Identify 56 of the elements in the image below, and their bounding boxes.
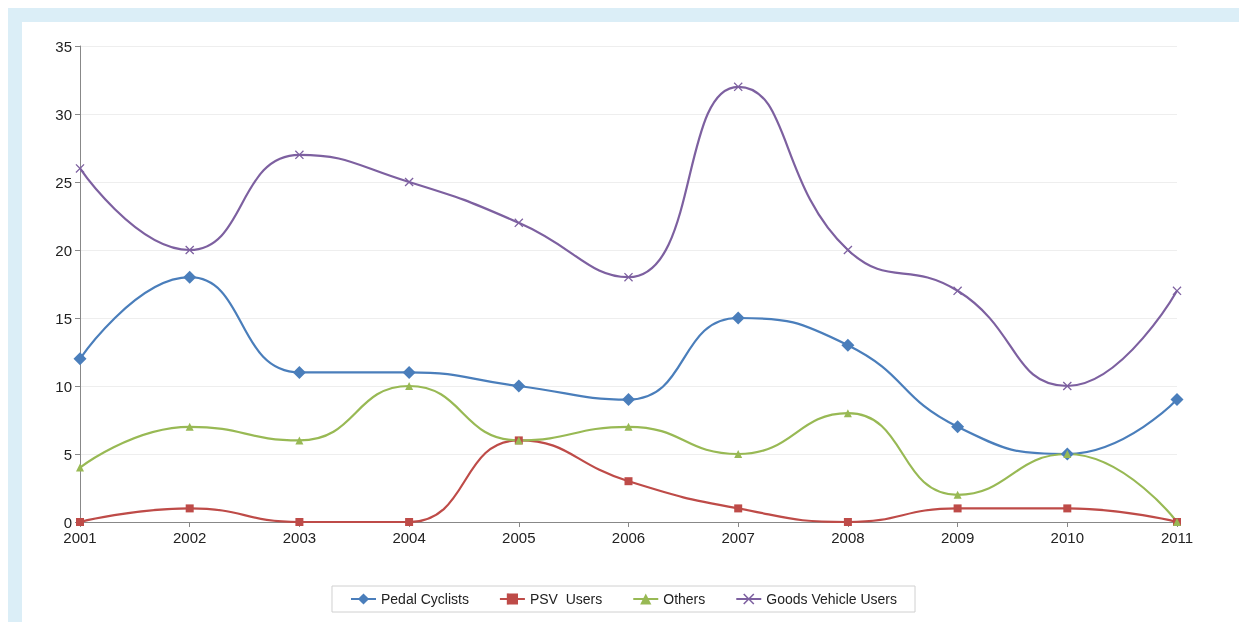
y-tick-label: 25 <box>55 173 72 191</box>
legend-label: Others <box>663 591 706 607</box>
point <box>841 338 855 352</box>
x-tick-label: 2009 <box>940 529 975 546</box>
point <box>402 365 416 379</box>
x-tick-label: 2007 <box>721 529 755 546</box>
point <box>1170 393 1184 407</box>
point <box>405 382 414 390</box>
point <box>624 422 633 431</box>
x-tick-label: 2003 <box>282 529 317 546</box>
point <box>1172 286 1182 296</box>
point <box>951 420 965 434</box>
point <box>294 150 304 160</box>
point <box>292 365 306 379</box>
legend-label: Pedal Cyclists <box>380 591 469 607</box>
point <box>185 245 195 255</box>
y-tick-label: 30 <box>55 105 72 123</box>
x-tick-label: 2005 <box>502 529 536 546</box>
point <box>1062 381 1072 391</box>
point <box>624 272 633 282</box>
x-tick-label: 2010 <box>1050 529 1084 546</box>
x-tick-label: 2008 <box>831 529 865 546</box>
point <box>1063 504 1072 513</box>
y-tick-label: 5 <box>63 445 72 463</box>
point <box>734 504 743 513</box>
legend-label: PSV Users <box>529 591 603 607</box>
point <box>953 286 963 296</box>
y-tick-label: 15 <box>55 309 72 327</box>
point <box>76 518 84 526</box>
point <box>405 518 414 526</box>
point <box>953 490 962 499</box>
point <box>953 504 962 513</box>
point <box>512 379 526 393</box>
point <box>843 518 852 526</box>
x-tick-label: 2004 <box>392 529 426 546</box>
point <box>295 518 304 526</box>
point <box>185 422 194 431</box>
x-tick-label: 2001 <box>63 529 97 546</box>
point <box>843 409 852 418</box>
point <box>75 163 85 173</box>
point <box>734 450 743 458</box>
x-tick-label: 2006 <box>611 529 646 546</box>
point <box>73 352 87 366</box>
y-tick-label: 10 <box>55 377 72 395</box>
point <box>183 270 197 284</box>
y-tick-label: 35 <box>55 37 72 55</box>
x-tick-label: 2002 <box>173 529 207 546</box>
x-tick-label: 2011 <box>1160 529 1194 546</box>
point <box>731 311 745 325</box>
y-tick-label: 0 <box>63 513 72 531</box>
y-tick-label: 20 <box>55 241 72 259</box>
point <box>185 504 194 513</box>
point <box>76 463 84 472</box>
point <box>624 477 633 486</box>
legend-label: Goods Vehicle Users <box>766 591 898 607</box>
point <box>622 393 635 407</box>
